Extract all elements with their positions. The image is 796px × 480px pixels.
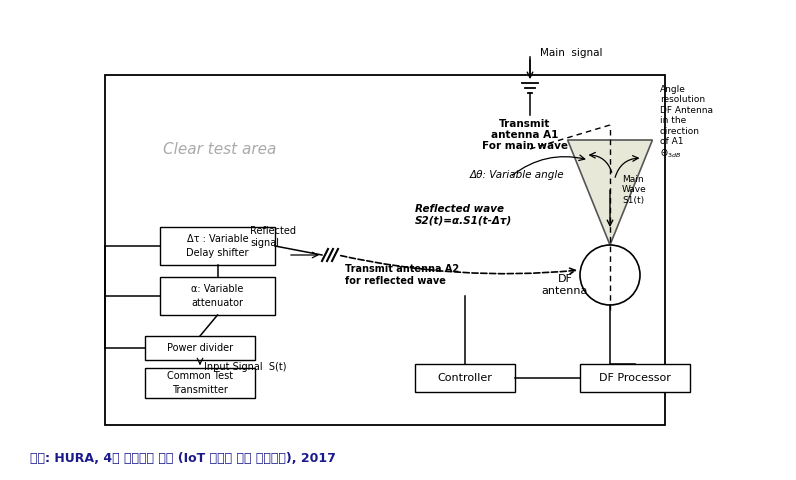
Text: Transmitter: Transmitter — [172, 385, 228, 395]
Bar — [160, 277, 275, 315]
Bar — [145, 368, 255, 398]
Text: Delay shifter: Delay shifter — [186, 248, 248, 258]
Bar — [415, 364, 515, 392]
Text: DF Processor: DF Processor — [599, 373, 671, 383]
Text: Δτ : Variable: Δτ : Variable — [187, 234, 248, 244]
Bar — [160, 227, 275, 265]
Text: For main wave: For main wave — [482, 141, 568, 151]
Polygon shape — [568, 140, 653, 245]
Text: Controller: Controller — [438, 373, 493, 383]
Text: Δθ: Variable angle: Δθ: Variable angle — [470, 170, 564, 180]
Text: Transmit: Transmit — [499, 119, 551, 129]
Bar — [145, 336, 255, 360]
Text: DF
antenna: DF antenna — [542, 274, 588, 296]
Text: Transmit antenna A2
for reflected wave: Transmit antenna A2 for reflected wave — [345, 264, 459, 286]
Text: attenuator: attenuator — [192, 298, 244, 308]
Text: Common Test: Common Test — [167, 371, 233, 381]
Text: Input Signal  S(t): Input Signal S(t) — [204, 362, 287, 372]
Text: Angle
resolution
DF Antenna
in the
direction
of A1
Θ$_{3dB}$: Angle resolution DF Antenna in the direc… — [660, 85, 713, 160]
Text: Reflected
signal: Reflected signal — [250, 226, 296, 248]
Bar — [105, 75, 665, 425]
Text: Clear test area: Clear test area — [163, 143, 277, 157]
Text: 자료: HURA, 4차 산업혁명 시대 (IoT 사회와 전파 모니터링), 2017: 자료: HURA, 4차 산업혁명 시대 (IoT 사회와 전파 모니터링), … — [30, 452, 336, 465]
Circle shape — [580, 245, 640, 305]
Bar — [580, 364, 690, 392]
Text: Power divider: Power divider — [167, 343, 233, 353]
Text: antenna A1: antenna A1 — [491, 130, 559, 140]
Text: Main  signal: Main signal — [540, 48, 603, 58]
Text: α: Variable: α: Variable — [191, 284, 244, 294]
Text: Reflected wave
S2(t)=α.S1(t-Δτ): Reflected wave S2(t)=α.S1(t-Δτ) — [415, 204, 513, 226]
Text: Main
Wave
S1(t): Main Wave S1(t) — [622, 175, 646, 205]
